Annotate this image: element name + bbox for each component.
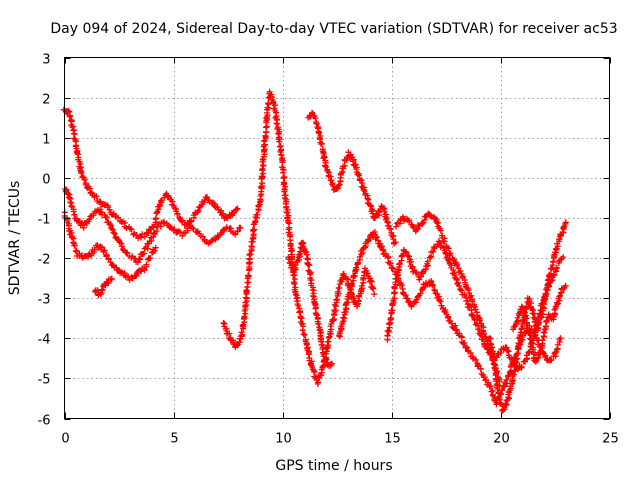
y-tick-label: -3 [38,293,51,308]
series-layer [60,88,569,414]
data-series-track-b [62,186,244,266]
data-series-track-l [510,282,569,365]
y-tick-label: -2 [38,253,51,268]
x-tick-label: 0 [61,432,69,447]
x-tick-label: 20 [493,432,510,447]
data-series-track-k [486,219,569,414]
x-axis-label: GPS time / hours [275,458,392,474]
data-series-track-e [220,88,378,387]
chart-title: Day 094 of 2024, Sidereal Day-to-day VTE… [50,21,617,37]
x-tick-label: 15 [384,432,401,447]
x-tick-label: 5 [170,432,178,447]
y-tick-label: 0 [42,173,50,188]
plot-frame [64,57,610,419]
x-tick-label: 10 [275,432,292,447]
y-axis-label: SDTVAR / TECUs [7,181,23,296]
y-tick-label: -1 [38,213,51,228]
x-tick-label: 25 [602,432,619,447]
y-tick-label: -5 [38,373,51,388]
data-series-track-g [285,239,335,370]
y-tick-label: -4 [38,333,51,348]
data-series-track-i [384,238,567,373]
grid [64,57,610,419]
y-tick-labels: 3 2 1 0 -1 -2 -3 -4 -5 -6 [38,53,51,429]
y-tick-label: -6 [38,414,51,429]
data-series-track-a [60,106,241,242]
x-tick-labels: 0 5 10 15 20 25 [61,432,618,447]
y-tick-label: 2 [42,93,50,108]
y-tick-label: 1 [42,133,50,148]
data-series-track-f [305,109,399,247]
y-tick-label: 3 [42,53,50,68]
data-series-track-d [92,275,115,299]
axis-ticks [64,57,611,420]
